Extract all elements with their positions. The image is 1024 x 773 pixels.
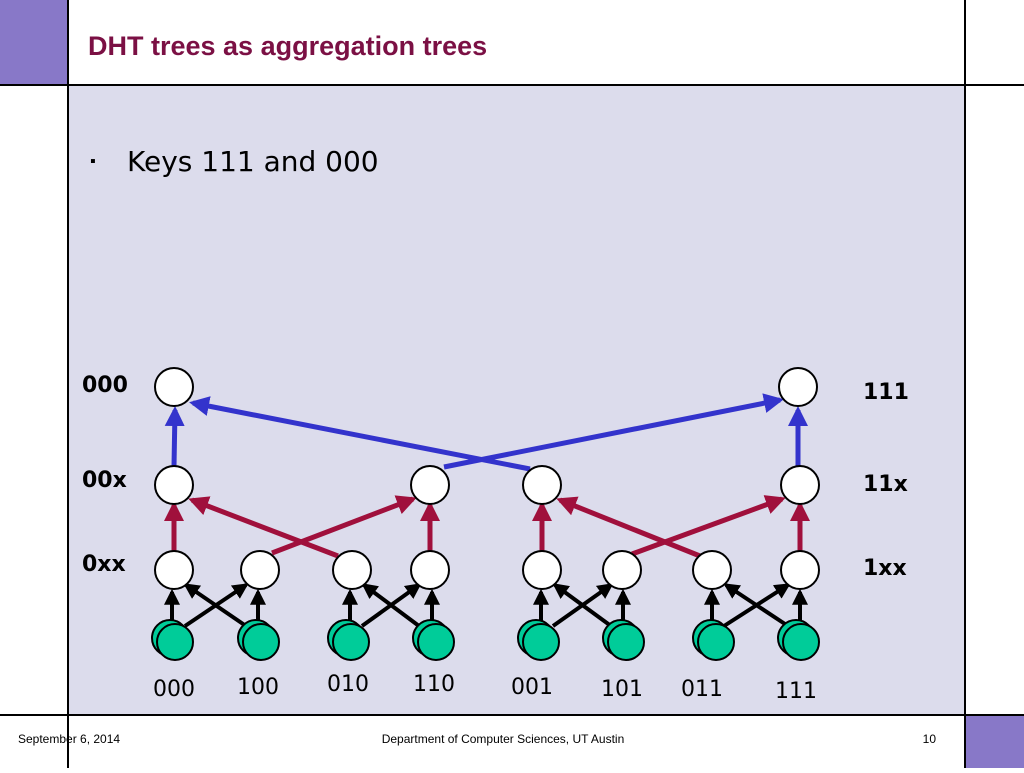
footer-page: 10 — [923, 732, 937, 746]
leaf-label: 000 — [153, 677, 195, 702]
title: DHT trees as aggregation trees — [88, 31, 487, 61]
leaf-label: 001 — [511, 675, 553, 700]
left-label: 000 — [82, 373, 128, 398]
leaf-label: 100 — [237, 675, 279, 700]
corner-block — [0, 0, 68, 85]
edges — [164, 393, 810, 628]
footer-department: Department of Computer Sciences, UT Aust… — [382, 732, 625, 746]
right-label: 11x — [863, 472, 908, 497]
leaf-labels: 000 100 010 110 001 101 011 111 — [153, 672, 817, 704]
footer-date: September 6, 2014 — [18, 732, 120, 746]
leaf-label: 111 — [775, 679, 817, 704]
corner-block — [965, 716, 1024, 768]
leaf-nodes — [151, 619, 820, 661]
level-labels: 000 00x 0xx 111 11x 1xx — [82, 373, 909, 581]
left-label: 0xx — [82, 552, 126, 577]
bullet: Keys 111 and 000 — [127, 145, 379, 178]
content-area — [69, 86, 964, 715]
leaf-label: 010 — [327, 672, 369, 697]
left-label: 00x — [82, 468, 127, 493]
leaf-label: 011 — [681, 677, 723, 702]
leaf-label: 110 — [413, 672, 455, 697]
bullet-marker: ▪ — [90, 153, 96, 170]
leaf-label: 101 — [601, 677, 643, 702]
right-label: 111 — [863, 380, 909, 405]
right-label: 1xx — [863, 556, 907, 581]
nodes — [154, 367, 820, 590]
